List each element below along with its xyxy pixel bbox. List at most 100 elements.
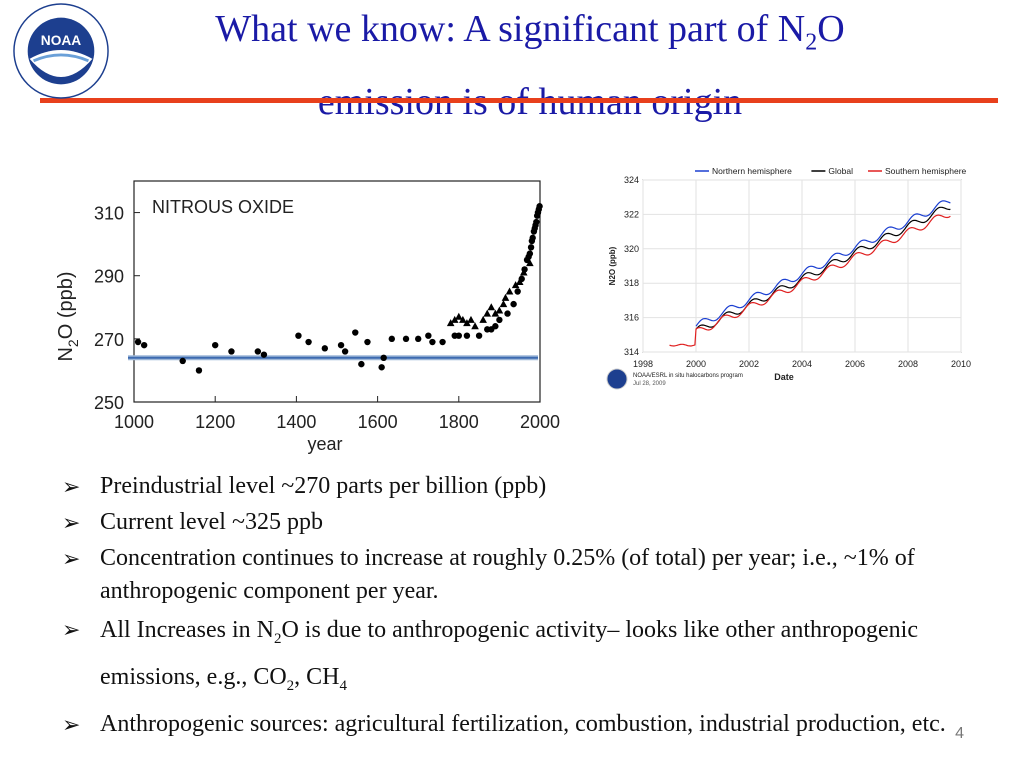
x-axis-label: year xyxy=(307,434,342,454)
x-tick-label: 1800 xyxy=(439,412,479,432)
data-point-circle xyxy=(295,332,302,339)
data-point-circle xyxy=(341,348,349,355)
data-point-triangle xyxy=(455,312,463,320)
plot-frame xyxy=(133,180,541,403)
data-point-triangle xyxy=(495,306,504,314)
series-line xyxy=(695,200,951,327)
x-tick-label: 1600 xyxy=(358,412,398,432)
data-point-triangle xyxy=(463,319,471,327)
data-point-circle xyxy=(402,335,410,343)
data-point-circle xyxy=(526,250,534,257)
data-point-circle xyxy=(134,338,142,346)
data-point-circle xyxy=(463,332,471,339)
data-point-circle xyxy=(212,341,219,349)
y-tick-label: 316 xyxy=(624,313,639,323)
bullet-item: ➢ Anthropogenic sources: agricultural fer… xyxy=(62,708,962,741)
x-axis-label: Date xyxy=(774,372,794,382)
data-point-circle xyxy=(533,218,540,226)
data-point-circle xyxy=(475,332,483,339)
data-point-circle xyxy=(439,338,446,346)
y-tick-label: 324 xyxy=(624,175,639,185)
data-point-triangle xyxy=(526,259,534,267)
data-point-circle xyxy=(425,332,432,339)
y-tick-label: 290 xyxy=(94,267,124,287)
data-point-triangle xyxy=(467,315,475,323)
data-point-circle xyxy=(496,316,503,324)
bullet-item: ➢ Preindustrial level ~270 parts per bill… xyxy=(62,470,962,503)
y-tick-label: 314 xyxy=(624,347,639,357)
arrow-bullet-icon: ➢ xyxy=(62,617,81,642)
slide-title: What we know: A significant part of N2O … xyxy=(130,0,930,131)
data-point-circle xyxy=(352,329,359,336)
data-point-triangle xyxy=(501,293,510,301)
x-tick-label: 2002 xyxy=(739,359,759,369)
nitrous-oxide-chart: 250 270 290 310 1000 1200 1400 1600 1800 2000 year… xyxy=(55,180,560,454)
x-tick-label: 2006 xyxy=(845,359,865,369)
y-axis-label: N2O (ppb) xyxy=(55,271,81,361)
data-point-triangle xyxy=(487,303,496,311)
arrow-bullet-icon: ➢ xyxy=(62,711,81,737)
y-tick-label: 322 xyxy=(624,209,639,219)
recent-n2o-chart: 1998 2000 2002 2004 2006 2008 2010 314 316 318 320… xyxy=(606,166,971,390)
x-tick-label: 1000 xyxy=(114,412,154,432)
series-line xyxy=(669,214,951,347)
data-point-triangle xyxy=(505,287,514,295)
data-point-circle xyxy=(380,354,387,361)
data-point-circle xyxy=(504,310,511,317)
data-point-circle xyxy=(364,338,371,346)
data-point-circle xyxy=(337,341,345,349)
noaa-mini-logo xyxy=(606,368,628,390)
title-line-1: What we know: A significant part of N2O xyxy=(130,0,930,72)
data-point-triangle xyxy=(479,315,487,323)
page-number: 4 xyxy=(955,725,964,742)
title-underline xyxy=(40,98,998,103)
data-point-circle xyxy=(228,348,235,355)
x-tick-label: 2004 xyxy=(792,359,812,369)
data-point-circle xyxy=(529,234,536,242)
title-subscript: 2 xyxy=(805,29,818,56)
x-tick-label: 2000 xyxy=(520,412,560,432)
y-tick-label: 318 xyxy=(624,278,639,288)
x-tick-label: 1200 xyxy=(195,412,235,432)
source-note: NOAA/ESRL in situ halocarbons program xyxy=(633,373,743,379)
data-point-circle xyxy=(358,360,365,368)
data-point-triangle xyxy=(483,309,492,317)
legend-label: Northern hemisphere xyxy=(712,166,792,176)
x-tick-label: 2008 xyxy=(898,359,918,369)
y-axis-label: N2O (ppb) xyxy=(608,246,617,285)
data-point-triangle xyxy=(459,315,467,323)
noaa-logo: NOAA xyxy=(13,3,109,99)
data-point-circle xyxy=(254,348,262,355)
bullet-item: ➢ Current level ~325 ppb xyxy=(62,506,962,539)
legend-label: Global xyxy=(828,166,853,176)
chart-title: NITROUS OXIDE xyxy=(152,197,294,217)
data-point-circle xyxy=(455,332,462,339)
data-point-circle xyxy=(195,367,203,374)
data-point-triangle xyxy=(446,319,455,327)
data-point-circle xyxy=(415,335,422,343)
y-tick-label: 320 xyxy=(624,244,639,254)
data-point-circle xyxy=(140,341,148,349)
data-point-circle xyxy=(514,288,521,295)
x-tick-label: 2000 xyxy=(686,359,706,369)
data-point-triangle xyxy=(471,322,479,330)
y-tick-label: 310 xyxy=(94,204,124,224)
data-point-triangle xyxy=(511,281,520,289)
data-point-triangle xyxy=(450,315,459,323)
data-point-triangle xyxy=(491,309,500,317)
arrow-bullet-icon: ➢ xyxy=(62,546,81,571)
legend-label: Southern hemisphere xyxy=(885,166,967,176)
data-point-circle xyxy=(429,338,436,346)
data-point-triangle xyxy=(515,278,524,286)
bullet-item: ➢ All Increases in N2O is due to anthropo… xyxy=(62,611,962,705)
data-point-triangle xyxy=(519,268,528,276)
source-date: Jul 28, 2009 xyxy=(633,381,666,387)
arrow-bullet-icon: ➢ xyxy=(62,474,81,499)
y-tick-label: 270 xyxy=(94,330,124,350)
data-point-circle xyxy=(388,335,396,343)
data-point-circle xyxy=(305,338,312,346)
data-point-circle xyxy=(321,345,329,352)
title-text-end: O xyxy=(817,8,845,50)
x-tick-label: 2010 xyxy=(951,359,971,369)
x-tick-label: 1400 xyxy=(276,412,316,432)
